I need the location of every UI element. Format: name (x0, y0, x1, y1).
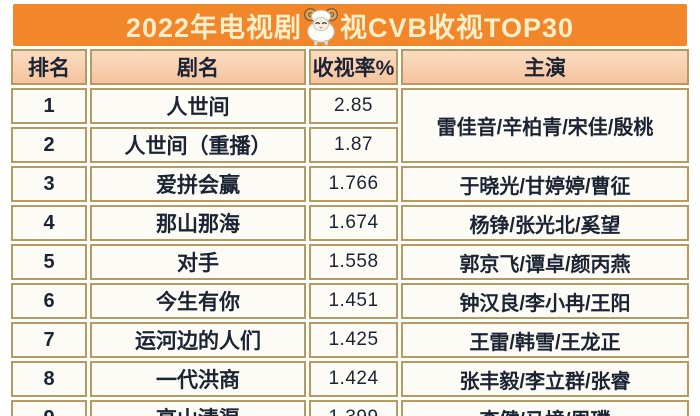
cast-cell: 于晓光/甘婷婷/曹征 (401, 166, 689, 202)
title-cell: 人世间（重播） (90, 127, 306, 163)
rank-cell: 8 (11, 361, 87, 397)
cast-cell: 钟汉良/李小冉/王阳 (401, 283, 689, 319)
cast-cell: 李健/马境/周璞 (401, 400, 689, 416)
title-bar: 2022年电视剧 视CVB收视TOP30 (13, 4, 687, 46)
rank-cell: 2 (11, 127, 87, 163)
table-row: 9 高山清渠 1.399 李健/马境/周璞 (11, 400, 689, 416)
col-header-cast: 主演 (401, 49, 689, 85)
table-row: 3 爱拼会赢 1.766 于晓光/甘婷婷/曹征 (11, 166, 689, 202)
cast-cell: 杨铮/张光北/奚望 (401, 205, 689, 241)
ratings-table: 排名 剧名 收视率% 主演 1 人世间 2.85 雷佳音/辛柏青/宋佳/殷桃 2… (8, 46, 692, 416)
cast-cell: 张丰毅/李立群/张睿 (401, 361, 689, 397)
cast-cell: 郭京飞/谭卓/颜丙燕 (401, 244, 689, 280)
rank-cell: 3 (11, 166, 87, 202)
rating-cell: 1.424 (309, 361, 398, 397)
table-row: 2 人世间（重播） 1.87 (11, 127, 689, 163)
rating-cell: 1.766 (309, 166, 398, 202)
table-row: 8 一代洪商 1.424 张丰毅/李立群/张睿 (11, 361, 689, 397)
table-row: 1 人世间 2.85 雷佳音/辛柏青/宋佳/殷桃 (11, 88, 689, 163)
rank-cell: 9 (11, 400, 87, 416)
title-cell: 今生有你 (90, 283, 306, 319)
title-cell: 人世间 (90, 88, 306, 124)
table-row: 4 那山那海 1.674 杨铮/张光北/奚望 (11, 205, 689, 241)
rating-cell: 1.87 (309, 127, 398, 163)
table-row: 5 对手 1.558 郭京飞/谭卓/颜丙燕 (11, 244, 689, 280)
title-cell: 那山那海 (90, 205, 306, 241)
title-cell: 高山清渠 (90, 400, 306, 416)
table-row: 6 今生有你 1.451 钟汉良/李小冉/王阳 (11, 283, 689, 319)
rating-cell: 1.425 (309, 322, 398, 358)
rating-cell: 1.451 (309, 283, 398, 319)
col-header-rating: 收视率% (309, 49, 398, 85)
table-row: 7 运河边的人们 1.425 王雷/韩雪/王龙正 (11, 322, 689, 358)
title-cell: 运河边的人们 (90, 322, 306, 358)
cast-cell: 王雷/韩雪/王龙正 (401, 322, 689, 358)
rank-cell: 5 (11, 244, 87, 280)
page-title-prefix: 2022年电视剧 (125, 12, 302, 43)
title-cell: 对手 (90, 244, 306, 280)
col-header-title: 剧名 (90, 49, 306, 85)
title-cell: 一代洪商 (90, 361, 306, 397)
rating-cell: 1.399 (309, 400, 398, 416)
rank-cell: 4 (11, 205, 87, 241)
rating-cell: 1.558 (309, 244, 398, 280)
title-cell: 爱拼会赢 (90, 166, 306, 202)
rank-cell: 1 (11, 88, 87, 124)
page-title-suffix: 视CVB收视TOP30 (340, 12, 575, 43)
cast-cell-merged: 雷佳音/辛柏青/宋佳/殷桃 (401, 88, 689, 163)
rating-cell: 1.674 (309, 205, 398, 241)
ram-sheep-icon (303, 8, 339, 46)
col-header-rank: 排名 (11, 49, 87, 85)
header-row: 排名 剧名 收视率% 主演 (11, 49, 689, 85)
rank-cell: 6 (11, 283, 87, 319)
rank-cell: 7 (11, 322, 87, 358)
rating-cell: 2.85 (309, 88, 398, 124)
